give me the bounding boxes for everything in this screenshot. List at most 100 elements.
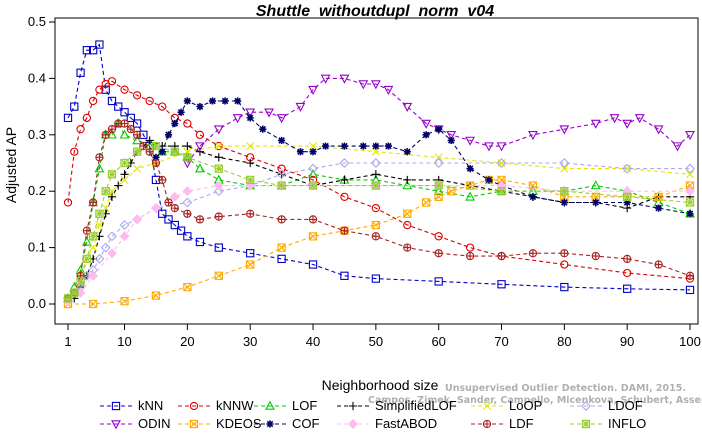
data-point-ldf bbox=[403, 243, 412, 252]
legend-label: SimplifiedLOF bbox=[375, 398, 457, 413]
data-point-kdeos bbox=[151, 291, 161, 300]
data-point-knn bbox=[497, 280, 506, 289]
legend-item-simplifiedlof[interactable]: SimplifiedLOF bbox=[337, 398, 457, 413]
data-point-inflo bbox=[246, 175, 255, 185]
watermark-line-2: Campos, Zimek, Sander, Campello, Micenko… bbox=[368, 395, 702, 406]
data-point-knn bbox=[126, 113, 135, 123]
data-point-odin bbox=[496, 142, 507, 152]
data-point-lof bbox=[465, 191, 476, 201]
data-point-odin bbox=[245, 108, 256, 118]
data-point-knn bbox=[101, 85, 110, 94]
legend-marker bbox=[266, 420, 274, 428]
data-point-knn bbox=[277, 254, 286, 264]
data-point-kdeos bbox=[246, 260, 255, 269]
data-point-inflo bbox=[308, 181, 318, 190]
chart-title: Shuttle_withoutdupl_norm_v04 bbox=[256, 3, 494, 20]
data-point-fastabod bbox=[150, 203, 161, 214]
watermark-line-1: Unsupervised Outlier Detection. DAMI, 20… bbox=[445, 383, 686, 394]
series-line-knnw bbox=[67, 80, 691, 280]
data-point-knn bbox=[95, 40, 104, 49]
data-point-ldf bbox=[132, 130, 142, 139]
data-point-inflo bbox=[132, 147, 142, 156]
data-point-cof bbox=[384, 142, 393, 150]
data-point-ldof bbox=[182, 197, 193, 208]
data-point-inflo bbox=[371, 181, 381, 190]
data-point-cof bbox=[246, 114, 254, 122]
data-point-loop bbox=[95, 221, 104, 230]
data-point-kdeos bbox=[214, 271, 223, 280]
data-point-lof bbox=[308, 168, 318, 179]
data-point-cof bbox=[403, 148, 411, 156]
data-point-knn bbox=[114, 102, 123, 111]
data-point-cof bbox=[422, 131, 430, 139]
data-point-ldf bbox=[308, 215, 318, 224]
legend-item-fastabod[interactable]: FastABOD bbox=[337, 416, 437, 431]
data-point-odin bbox=[232, 114, 243, 124]
legend-item-odin[interactable]: ODIN bbox=[100, 416, 171, 431]
data-point-odin bbox=[195, 142, 205, 152]
data-point-inflo bbox=[623, 192, 632, 201]
data-point-knn bbox=[70, 102, 79, 111]
data-point-ldf bbox=[107, 125, 117, 134]
legend-item-kdeos[interactable]: KDEOS bbox=[178, 416, 262, 431]
legend-item-inflo[interactable]: INFLO bbox=[570, 416, 646, 431]
data-point-ldof bbox=[496, 158, 507, 168]
legend-marker bbox=[348, 401, 358, 411]
y-tick-label: 0.0 bbox=[28, 296, 46, 311]
data-point-odin bbox=[320, 74, 331, 84]
legend[interactable]: kNN kNNW LOF SimplifiedLOF LoOP LDOF ODIN KDEOS… bbox=[100, 398, 646, 431]
data-point-ldf bbox=[170, 203, 179, 213]
data-point-knn bbox=[183, 232, 192, 241]
data-point-inflo bbox=[82, 254, 91, 264]
series-knnw bbox=[63, 77, 695, 283]
data-point-knn bbox=[158, 209, 167, 218]
legend-item-ldof[interactable]: LDOF bbox=[570, 398, 643, 413]
data-point-inflo bbox=[183, 153, 192, 162]
data-point-kdeos bbox=[528, 181, 538, 190]
data-point-ldf bbox=[340, 226, 349, 235]
data-point-odin bbox=[402, 102, 413, 112]
data-point-simplifiedlof bbox=[195, 147, 205, 156]
data-point-cof bbox=[158, 148, 166, 156]
data-point-knn bbox=[371, 274, 381, 283]
data-point-knnw bbox=[158, 102, 167, 111]
x-tick-label: 1 bbox=[64, 334, 71, 349]
data-point-ldf bbox=[158, 175, 167, 185]
data-point-fastabod bbox=[119, 231, 130, 242]
legend-item-knn[interactable]: kNN bbox=[100, 398, 163, 413]
legend-item-loop[interactable]: LoOP bbox=[471, 398, 542, 413]
data-point-cof bbox=[278, 136, 286, 145]
data-point-simplifiedlof bbox=[214, 153, 223, 162]
data-point-loop bbox=[120, 175, 129, 184]
data-point-ldf bbox=[164, 198, 173, 207]
data-point-lof bbox=[81, 236, 92, 246]
data-point-odin bbox=[264, 108, 274, 118]
data-point-loop bbox=[434, 153, 443, 162]
legend-marker bbox=[581, 419, 591, 429]
legend-item-lof[interactable]: LOF bbox=[254, 398, 317, 413]
data-point-ldf bbox=[654, 260, 663, 269]
data-point-kdeos bbox=[447, 187, 456, 196]
data-point-kdeos bbox=[277, 243, 286, 252]
legend-item-ldf[interactable]: LDF bbox=[471, 416, 534, 431]
legend-label: INFLO bbox=[608, 416, 646, 431]
data-point-odin bbox=[685, 131, 695, 141]
data-point-knn bbox=[623, 284, 632, 293]
data-point-knnw bbox=[76, 125, 85, 134]
y-tick-label: 0.4 bbox=[28, 70, 46, 85]
data-point-odin bbox=[622, 119, 633, 129]
data-point-lof bbox=[132, 135, 143, 145]
legend-marker bbox=[111, 420, 121, 430]
data-point-cof bbox=[164, 131, 173, 139]
data-point-ldf bbox=[183, 209, 192, 218]
data-point-ldf bbox=[277, 215, 286, 224]
data-point-lof bbox=[107, 129, 117, 139]
legend-label: ODIN bbox=[138, 416, 171, 431]
legend-marker bbox=[189, 401, 199, 411]
data-point-knn bbox=[107, 96, 117, 106]
legend-item-knnw[interactable]: kNNW bbox=[178, 398, 254, 413]
data-point-knnw bbox=[371, 203, 381, 213]
data-point-kdeos bbox=[120, 297, 129, 306]
data-point-inflo bbox=[101, 187, 110, 196]
legend-item-cof[interactable]: COF bbox=[254, 416, 320, 431]
